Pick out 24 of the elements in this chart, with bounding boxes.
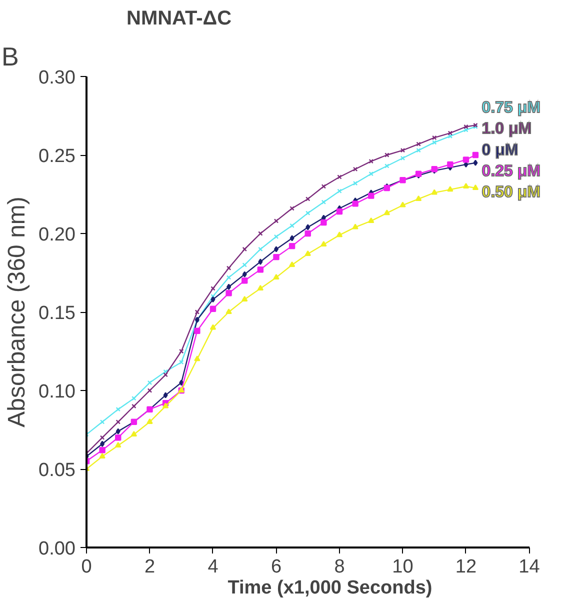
- x-tick-label: 12: [455, 556, 477, 578]
- x-axis-title: Time (x1,000 Seconds): [228, 578, 432, 598]
- y-tick-label: 0.25: [38, 146, 76, 167]
- x-tick-label: 4: [208, 556, 219, 578]
- series-label: 0.50 μM: [482, 184, 540, 202]
- x-tick-label: 14: [518, 556, 540, 578]
- x-tick-label: 0: [81, 556, 92, 578]
- x-tick-label: 6: [270, 556, 282, 578]
- y-tick-label: 0.30: [38, 68, 76, 88]
- series-label: 0.75 μM: [482, 99, 540, 116]
- x-tick-label: 2: [144, 556, 156, 578]
- x-tick-label: 10: [392, 556, 414, 578]
- series-label: 0.25 μM: [482, 162, 540, 180]
- series-label: 0 μM: [482, 142, 518, 159]
- y-axis-title: Absorbance (360 nm): [4, 196, 31, 428]
- text: B: [2, 42, 19, 72]
- y-tick-label: 0.15: [38, 303, 76, 324]
- y-tick-label: 0.05: [38, 460, 76, 481]
- chart-title: NMNAT-ΔC: [126, 8, 232, 30]
- y-tick-label: 0.10: [38, 382, 76, 402]
- y-tick-label: 0.00: [38, 538, 76, 560]
- x-tick-label: 8: [334, 556, 345, 578]
- y-tick-label: 0.20: [38, 224, 76, 246]
- series-label: 1.0 μM: [482, 120, 532, 138]
